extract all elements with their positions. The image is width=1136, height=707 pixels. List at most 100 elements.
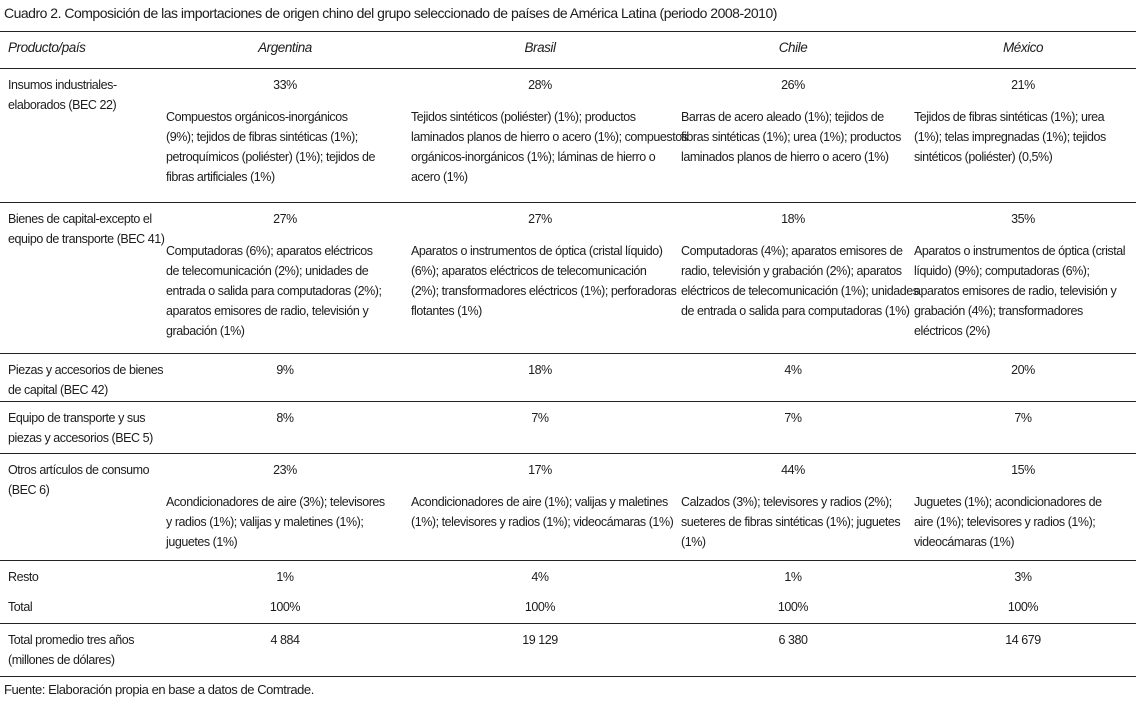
cell-value: 27%: [528, 212, 552, 226]
row-label-line: piezas y accesorios (BEC 5): [8, 431, 153, 445]
table-cell: 18% Computadoras (4%); aparatos emisores …: [675, 209, 919, 321]
cell-value: 3%: [1014, 570, 1032, 584]
row-label: Bienes de capital-excepto el equipo de tr…: [8, 209, 165, 249]
cell-detail-line: y radios (1%); valijas y maletines (1%);: [166, 515, 364, 529]
row-divider: [0, 202, 1136, 203]
cell-value: 1%: [784, 570, 802, 584]
cell-detail-line: flotantes (1%): [411, 304, 482, 318]
row-label-line: Otros artículos de consumo: [8, 463, 150, 477]
cell-value: 27%: [273, 212, 297, 226]
cell-detail-line: Aparatos o instrumentos de óptica (crist…: [914, 244, 1126, 258]
table-cell: 8%: [160, 408, 410, 428]
header-product: Producto/país: [8, 40, 86, 55]
row-label: Total promedio tres años (millones de dól…: [8, 630, 163, 670]
cell-detail-line: eléctricos de telecomunicación (1%); uni…: [681, 284, 919, 298]
row-label-line: Bienes de capital-excepto el: [8, 212, 152, 226]
cell-value: 7%: [1014, 411, 1032, 425]
cell-detail-line: aire (1%); televisores y radios (1%);: [914, 515, 1096, 529]
row-label-line: Total promedio tres años: [8, 633, 135, 647]
cell-detail-line: laminados planos de hierro o acero (1%);…: [411, 130, 688, 144]
cell-detail-line: radio, televisión y grabación (2%); apar…: [681, 264, 902, 278]
table-cell: 23% Acondicionadores de aire (3%); televi…: [160, 460, 410, 552]
table-cell: 9%: [160, 360, 410, 380]
header-brasil: Brasil: [524, 40, 556, 55]
cell-value: 44%: [781, 463, 805, 477]
table-cell: 100%: [160, 597, 410, 617]
cell-value: 8%: [276, 411, 294, 425]
cell-value: 100%: [777, 600, 809, 614]
row-divider: [0, 68, 1136, 69]
table-cell: 7%: [405, 408, 675, 428]
cell-detail: Computadoras (4%); aparatos emisores de r…: [675, 241, 919, 321]
cell-detail: Computadoras (6%); aparatos eléctricos de…: [160, 241, 410, 341]
cell-detail-line: (1%); telas impregnadas (1%); tejidos: [914, 130, 1106, 144]
cell-detail: Tejidos de fibras sintéticas (1%); urea (…: [910, 107, 1136, 167]
cell-detail: Calzados (3%); televisores y radios (2%)…: [675, 492, 911, 552]
table-cell: 17% Acondicionadores de aire (1%); valija…: [405, 460, 675, 532]
row-label-line: equipo de transporte (BEC 41): [8, 232, 165, 246]
row-label: Total: [8, 597, 163, 617]
cell-detail-line: Juguetes (1%); acondicionadores de: [914, 495, 1102, 509]
table-cell: 26% Barras de acero aleado (1%); tejidos …: [675, 75, 911, 167]
table-cell: 27% Aparatos o instrumentos de óptica (cr…: [405, 209, 677, 321]
table-cell: 100%: [910, 597, 1136, 617]
row-label-line: (BEC 6): [8, 483, 50, 497]
table-cell: 1%: [160, 567, 410, 587]
cell-detail-line: Tejidos sintéticos (poliéster) (1%); pro…: [411, 110, 636, 124]
table-cell: 4%: [675, 360, 911, 380]
cell-detail-line: (1%); televisores y radios (1%); videocá…: [411, 515, 674, 529]
table-cell: 20%: [910, 360, 1136, 380]
table-cell: 35% Aparatos o instrumentos de óptica (cr…: [910, 209, 1136, 341]
cell-detail-line: fibras artificiales (1%): [166, 170, 275, 184]
cell-value: 20%: [1011, 363, 1035, 377]
cell-detail-line: petroquímicos (poliéster) (1%); tejidos …: [166, 150, 375, 164]
header-mexico: México: [1002, 40, 1044, 55]
row-label: Equipo de transporte y sus piezas y acces…: [8, 408, 163, 448]
row-label-line: Equipo de transporte y sus: [8, 411, 146, 425]
cell-detail-line: líquido) (9%); computadoras (6%);: [914, 264, 1090, 278]
table-cell: 19 129: [405, 630, 675, 650]
cell-value: 6 380: [778, 633, 808, 647]
cell-detail-line: Computadoras (6%); aparatos eléctricos: [166, 244, 373, 258]
cell-value: 26%: [781, 78, 805, 92]
cell-value: 4%: [531, 570, 549, 584]
table-cell: 14 679: [910, 630, 1136, 650]
cell-value: 17%: [528, 463, 552, 477]
table-cell: 33% Compuestos orgánicos-inorgánicos (9%);…: [160, 75, 410, 187]
cell-detail-line: de telecomunicación (2%); unidades de: [166, 264, 369, 278]
table-cell: 4%: [405, 567, 675, 587]
cell-value: 100%: [1007, 600, 1039, 614]
cell-value: 9%: [276, 363, 294, 377]
row-label: Resto: [8, 567, 163, 587]
row-label-line: (millones de dólares): [8, 653, 115, 667]
cell-detail-line: Tejidos de fibras sintéticas (1%); urea: [914, 110, 1105, 124]
cell-detail-line: (2%); transformadores eléctricos (1%); p…: [411, 284, 677, 298]
cell-detail-line: fibras sintéticas (1%); urea (1%); produ…: [681, 130, 901, 144]
header-chile: Chile: [778, 40, 808, 55]
row-label: Otros artículos de consumo (BEC 6): [8, 460, 163, 500]
cell-value: 7%: [531, 411, 549, 425]
cell-detail-line: Aparatos o instrumentos de óptica (crist…: [411, 244, 663, 258]
table-cell: 100%: [675, 597, 911, 617]
cell-value: 15%: [1011, 463, 1035, 477]
cell-detail: Tejidos sintéticos (poliéster) (1%); pro…: [405, 107, 688, 187]
row-label-line: elaborados (BEC 22): [8, 98, 117, 112]
table-cell: 100%: [405, 597, 675, 617]
cell-detail-line: videocámaras (1%): [914, 535, 1015, 549]
cell-detail-line: (6%); aparatos eléctricos de telecomunic…: [411, 264, 647, 278]
table-title: Cuadro 2. Composición de las importacion…: [4, 5, 777, 21]
cell-detail: Barras de acero aleado (1%); tejidos de f…: [675, 107, 911, 167]
table-cell: 18%: [405, 360, 675, 380]
row-label-line: Resto: [8, 570, 39, 584]
cell-detail-line: Barras de acero aleado (1%); tejidos de: [681, 110, 884, 124]
cell-detail-line: orgánicos-inorgánicos (1%); láminas de h…: [411, 150, 656, 164]
header-argentina: Argentina: [258, 40, 312, 55]
cell-detail: Acondicionadores de aire (3%); televisor…: [160, 492, 410, 552]
table-cell: 3%: [910, 567, 1136, 587]
row-label: Piezas y accesorios de bienes de capital …: [8, 360, 164, 400]
table-cell: 28% Tejidos sintéticos (poliéster) (1%); …: [405, 75, 688, 187]
row-divider: [0, 353, 1136, 354]
cell-detail: Acondicionadores de aire (1%); valijas y…: [405, 492, 675, 532]
cell-detail-line: juguetes (1%): [166, 535, 238, 549]
top-rule: [0, 31, 1136, 32]
